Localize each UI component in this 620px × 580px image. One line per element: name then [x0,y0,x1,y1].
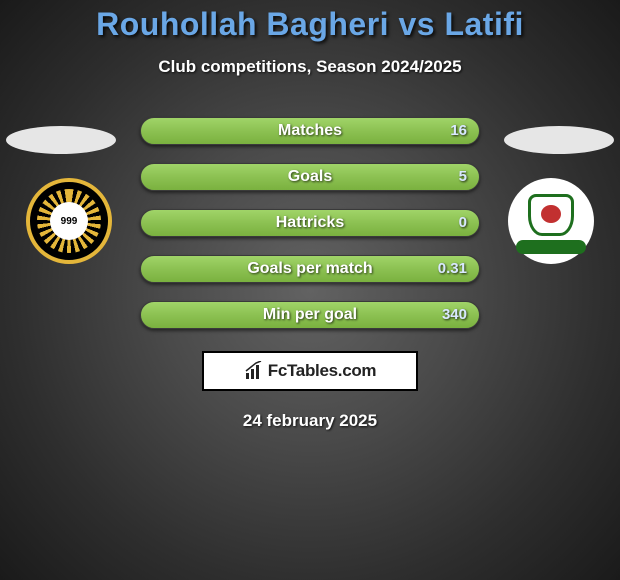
badge-core-text: 999 [50,202,88,240]
badge-circle [508,178,594,264]
brand-box: FcTables.com [202,351,418,391]
stat-label: Min per goal [141,302,479,328]
stat-value: 0.31 [438,256,467,282]
stats-list: Matches 16 Goals 5 Hattricks 0 Goals per… [140,117,480,329]
stat-row: Goals per match 0.31 [140,255,480,283]
stat-value: 0 [459,210,467,236]
stat-value: 5 [459,164,467,190]
stat-label: Goals per match [141,256,479,282]
stat-row: Goals 5 [140,163,480,191]
brand-text: FcTables.com [268,361,377,381]
accent-oval-right [504,126,614,154]
badge-ring-outer: 999 [26,178,112,264]
stat-row: Min per goal 340 [140,301,480,329]
stat-value: 16 [450,118,467,144]
stat-label: Goals [141,164,479,190]
badge-ribbon [516,240,586,254]
bar-chart-icon [244,361,264,381]
accent-oval-left [6,126,116,154]
team-a-badge: 999 [20,178,118,264]
stat-label: Matches [141,118,479,144]
page-title: Rouhollah Bagheri vs Latifi [0,0,620,43]
comparison-card: Rouhollah Bagheri vs Latifi Club competi… [0,0,620,580]
badge-emblem [528,194,574,236]
team-b-badge [502,178,600,264]
date-text: 24 february 2025 [0,411,620,431]
stat-label: Hattricks [141,210,479,236]
stat-row: Hattricks 0 [140,209,480,237]
badge-emblem-core [541,205,561,223]
badge-sunburst: 999 [37,189,101,253]
stat-row: Matches 16 [140,117,480,145]
stat-value: 340 [442,302,467,328]
subtitle: Club competitions, Season 2024/2025 [0,57,620,77]
